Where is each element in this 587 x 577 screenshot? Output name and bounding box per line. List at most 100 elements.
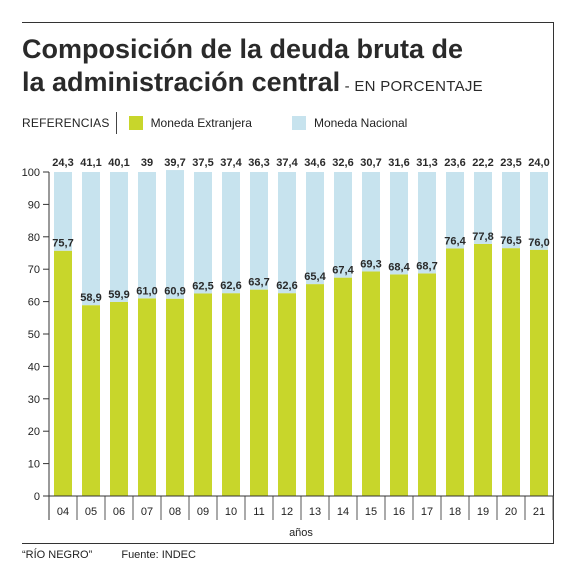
bar-foreign-08 xyxy=(166,298,184,496)
x-tick-label-12: 12 xyxy=(281,506,293,518)
value-label-foreign-09: 62,5 xyxy=(192,281,213,293)
legend-label: REFERENCIAS xyxy=(22,116,110,130)
y-tick-label-60: 60 xyxy=(28,297,40,309)
value-label-national-17: 31,3 xyxy=(416,157,437,169)
bar-foreign-19 xyxy=(474,243,492,496)
value-label-foreign-08: 60,9 xyxy=(164,286,185,298)
axes-group xyxy=(43,171,554,520)
bar-foreign-16 xyxy=(390,274,408,496)
bar-foreign-04 xyxy=(54,250,72,496)
value-label-national-04: 24,3 xyxy=(52,157,73,169)
value-label-foreign-17: 68,7 xyxy=(416,260,437,272)
bar-foreign-15 xyxy=(362,271,380,496)
bar-national-13 xyxy=(306,172,324,285)
value-label-national-08: 39,7 xyxy=(164,157,185,169)
value-label-foreign-19: 77,8 xyxy=(472,231,493,243)
value-label-foreign-06: 59,9 xyxy=(108,289,129,301)
y-tick-label-30: 30 xyxy=(28,394,40,406)
bar-foreign-13 xyxy=(306,284,324,496)
bar-national-07 xyxy=(138,172,156,299)
bar-national-15 xyxy=(362,172,380,272)
frame-right-rule xyxy=(553,22,554,544)
bar-national-09 xyxy=(194,172,212,294)
bar-national-08 xyxy=(166,170,184,299)
value-label-foreign-07: 61,0 xyxy=(136,285,157,297)
bar-national-12 xyxy=(278,172,296,294)
value-label-national-07: 39 xyxy=(141,157,153,169)
x-tick-label-14: 14 xyxy=(337,506,349,518)
x-tick-label-06: 06 xyxy=(113,506,125,518)
value-label-foreign-13: 65,4 xyxy=(304,271,326,283)
labels-group: 0475,724,30558,941,10659,940,10761,03908… xyxy=(22,157,550,539)
bar-national-05 xyxy=(82,172,100,306)
legend-item-foreign: Moneda Extranjera xyxy=(128,116,252,130)
x-tick-label-09: 09 xyxy=(197,506,209,518)
x-tick-label-04: 04 xyxy=(57,506,69,518)
title-suffix: - EN PORCENTAJE xyxy=(340,78,483,95)
y-tick-label-50: 50 xyxy=(28,329,40,341)
bar-foreign-05 xyxy=(82,305,100,496)
x-tick-label-17: 17 xyxy=(421,506,433,518)
legend-text-foreign: Moneda Extranjera xyxy=(150,116,252,130)
bar-national-06 xyxy=(110,172,128,302)
bar-national-10 xyxy=(222,172,240,294)
x-tick-label-15: 15 xyxy=(365,506,377,518)
bar-foreign-20 xyxy=(502,248,520,496)
bar-foreign-12 xyxy=(278,293,296,496)
legend-swatch-foreign xyxy=(128,116,143,130)
bar-foreign-07 xyxy=(138,298,156,496)
bar-national-18 xyxy=(446,172,464,249)
x-tick-label-19: 19 xyxy=(477,506,489,518)
value-label-foreign-14: 67,4 xyxy=(332,265,354,277)
bar-foreign-09 xyxy=(194,293,212,496)
bar-national-04 xyxy=(54,172,72,251)
bar-national-21 xyxy=(530,172,548,250)
value-label-national-21: 24,0 xyxy=(528,157,549,169)
x-tick-label-08: 08 xyxy=(169,506,181,518)
y-tick-label-80: 80 xyxy=(28,232,40,244)
y-tick-label-10: 10 xyxy=(28,459,40,471)
value-label-foreign-05: 58,9 xyxy=(80,292,101,304)
x-tick-label-07: 07 xyxy=(141,506,153,518)
value-label-national-12: 37,4 xyxy=(276,157,298,169)
footer: “RÍO NEGRO” Fuente: INDEC xyxy=(22,549,222,561)
legend-separator xyxy=(115,112,117,134)
bar-national-17 xyxy=(418,172,436,274)
bars-group xyxy=(54,170,548,496)
value-label-national-09: 37,5 xyxy=(192,157,213,169)
frame-bottom-rule xyxy=(22,543,554,544)
value-label-foreign-12: 62,6 xyxy=(276,280,297,292)
bar-national-19 xyxy=(474,172,492,244)
frame-top-rule xyxy=(22,22,554,23)
footer-source: Fuente: INDEC xyxy=(121,549,196,561)
value-label-national-10: 37,4 xyxy=(220,157,242,169)
bar-foreign-21 xyxy=(530,249,548,496)
value-label-national-15: 30,7 xyxy=(360,157,381,169)
value-label-foreign-16: 68,4 xyxy=(388,261,410,273)
value-label-foreign-04: 75,7 xyxy=(52,238,73,250)
bar-foreign-11 xyxy=(250,289,268,496)
bar-national-20 xyxy=(502,172,520,249)
x-tick-label-11: 11 xyxy=(253,506,264,518)
bar-foreign-17 xyxy=(418,273,436,496)
value-label-national-16: 31,6 xyxy=(388,157,409,169)
bar-foreign-18 xyxy=(446,248,464,496)
title-line-1: Composición de la deuda bruta de xyxy=(22,34,464,64)
legend-item-national: Moneda Nacional xyxy=(291,116,408,130)
bar-national-11 xyxy=(250,172,268,290)
x-tick-label-05: 05 xyxy=(85,506,97,518)
bar-foreign-14 xyxy=(334,277,352,496)
value-label-foreign-11: 63,7 xyxy=(248,277,269,289)
value-label-national-11: 36,3 xyxy=(248,157,269,169)
value-label-foreign-10: 62,6 xyxy=(220,280,241,292)
x-tick-label-16: 16 xyxy=(393,506,405,518)
bar-foreign-10 xyxy=(222,293,240,496)
bar-national-14 xyxy=(334,172,352,278)
x-tick-label-20: 20 xyxy=(505,506,517,518)
footer-outlet: “RÍO NEGRO” xyxy=(22,549,93,561)
legend-text-national: Moneda Nacional xyxy=(313,116,408,130)
y-tick-label-90: 90 xyxy=(28,199,40,211)
value-label-national-20: 23,5 xyxy=(500,157,521,169)
legend-swatch-national xyxy=(291,116,306,130)
bar-national-16 xyxy=(390,172,408,275)
